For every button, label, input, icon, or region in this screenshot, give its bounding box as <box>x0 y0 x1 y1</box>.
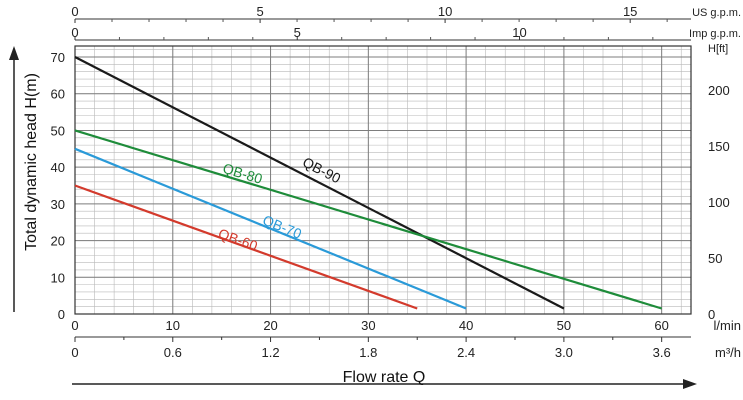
imp-gpm-unit-label: Imp g.p.m. <box>689 28 741 40</box>
x-tick-label: 20 <box>263 318 277 333</box>
us-gpm-tick-label: 15 <box>623 4 637 19</box>
y-axis-arrowhead <box>9 46 19 60</box>
y-tick-label: 0 <box>58 307 65 322</box>
m3h-tick-label: 3.6 <box>653 345 671 360</box>
m3h-unit-label: m³/h <box>715 345 741 360</box>
x-tick-label: 60 <box>654 318 668 333</box>
y-tick-label: 60 <box>51 87 65 102</box>
x-axis-title: Flow rate Q <box>343 369 426 386</box>
imp-gpm-tick-label: 5 <box>294 25 301 40</box>
imp-gpm-tick-label: 0 <box>71 25 78 40</box>
x-tick-label: 30 <box>361 318 375 333</box>
plot-frame <box>74 18 692 342</box>
m3h-tick-label: 3.0 <box>555 345 573 360</box>
series-line-qb-80 <box>74 129 662 310</box>
y-tick-label: 10 <box>51 270 65 285</box>
axis-arrows <box>9 46 697 389</box>
major-grid <box>75 46 691 314</box>
us-gpm-tick-label: 10 <box>438 4 452 19</box>
m3h-tick-label: 2.4 <box>457 345 475 360</box>
us-gpm-tick-label: 5 <box>256 4 263 19</box>
m3h-tick-label: 1.8 <box>359 345 377 360</box>
m3h-tick-label: 1.2 <box>262 345 280 360</box>
y-axis-title: Total dynamic head H(m) <box>23 73 40 251</box>
y-tick-label: 20 <box>51 234 65 249</box>
y-tick-label: 70 <box>51 50 65 65</box>
series-line-qb-70 <box>74 147 467 310</box>
y-tick-label: 40 <box>51 160 65 175</box>
x-axis-arrowhead <box>683 379 697 389</box>
imp-gpm-tick-label: 10 <box>512 25 526 40</box>
series-line-qb-90 <box>74 56 565 310</box>
ft-tick-label: 150 <box>708 139 730 154</box>
ft-unit-label: H[ft] <box>708 43 728 55</box>
series-label-qb-70: QB-70 <box>260 212 304 242</box>
x-unit-label: l/min <box>714 318 741 333</box>
x-tick-label: 0 <box>71 318 78 333</box>
y-tick-label: 50 <box>51 123 65 138</box>
x-tick-label: 50 <box>557 318 571 333</box>
series-label-qb-80: QB-80 <box>221 160 265 187</box>
x-tick-label: 10 <box>166 318 180 333</box>
ft-tick-label: 100 <box>708 195 730 210</box>
ft-tick-label: 50 <box>708 251 722 266</box>
m3h-tick-label: 0.6 <box>164 345 182 360</box>
ft-tick-label: 200 <box>708 83 730 98</box>
us-gpm-unit-label: US g.p.m. <box>692 7 741 19</box>
ft-tick-label: 0 <box>708 307 715 322</box>
x-tick-label: 40 <box>459 318 473 333</box>
m3h-tick-label: 0 <box>71 345 78 360</box>
us-gpm-tick-label: 0 <box>71 4 78 19</box>
series-line-qb-60 <box>74 184 418 310</box>
y-tick-label: 30 <box>51 197 65 212</box>
plot-border <box>74 45 692 315</box>
series-label-qb-60: QB-60 <box>216 225 260 254</box>
